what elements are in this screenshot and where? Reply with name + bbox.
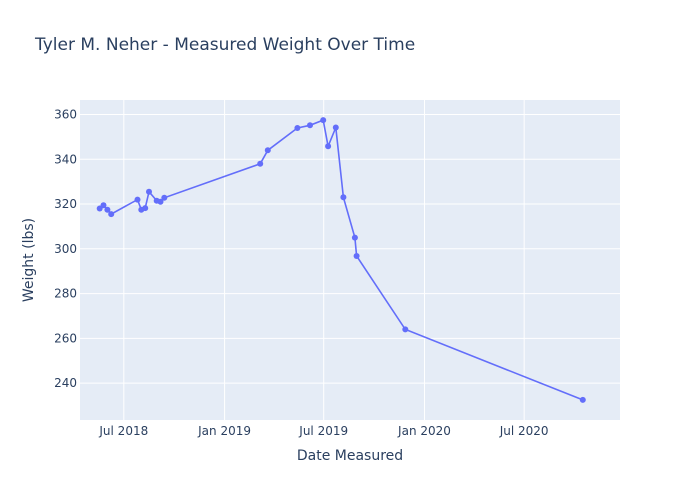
x-tick-label: Jul 2020 [499, 424, 549, 438]
y-tick-label: 340 [54, 152, 77, 166]
data-point[interactable] [142, 205, 149, 212]
plot-area [80, 100, 620, 420]
gridlines [80, 100, 620, 420]
x-axis-ticks: Jul 2018 Jan 2019 Jul 2019 Jan 2020 Jul 2020 [98, 424, 548, 438]
y-tick-label: 320 [54, 197, 77, 211]
data-point[interactable] [264, 147, 271, 154]
data-points [96, 117, 586, 403]
x-axis-title: Date Measured [297, 448, 403, 464]
y-axis-title: Weight (lbs) [21, 218, 37, 302]
data-point[interactable] [134, 196, 141, 203]
data-point[interactable] [340, 194, 347, 201]
y-tick-label: 300 [54, 242, 77, 256]
x-tick-label: Jan 2020 [397, 424, 451, 438]
chart-title: Tyler M. Neher - Measured Weight Over Ti… [34, 35, 415, 55]
x-tick-label: Jul 2019 [298, 424, 348, 438]
data-point[interactable] [294, 125, 301, 131]
data-point[interactable] [108, 211, 115, 218]
data-point[interactable] [579, 396, 586, 403]
data-point[interactable] [157, 198, 164, 205]
data-point[interactable] [320, 117, 327, 124]
y-tick-label: 240 [54, 376, 77, 390]
data-point[interactable] [146, 188, 152, 195]
data-point[interactable] [161, 194, 168, 201]
y-tick-label: 360 [54, 108, 77, 122]
data-point[interactable] [402, 326, 409, 333]
x-tick-label: Jan 2019 [197, 424, 251, 438]
data-point[interactable] [351, 234, 358, 241]
y-tick-label: 260 [54, 331, 77, 345]
data-point[interactable] [307, 122, 313, 129]
data-point[interactable] [353, 253, 360, 259]
x-tick-label: Jul 2018 [98, 424, 148, 438]
data-point[interactable] [100, 202, 107, 209]
data-point[interactable] [332, 124, 339, 131]
data-point[interactable] [257, 160, 264, 167]
y-axis-ticks: 240 260 280 300 320 340 360 [54, 108, 77, 391]
y-tick-label: 280 [54, 287, 77, 301]
data-point[interactable] [325, 143, 332, 150]
data-point[interactable] [104, 206, 111, 213]
